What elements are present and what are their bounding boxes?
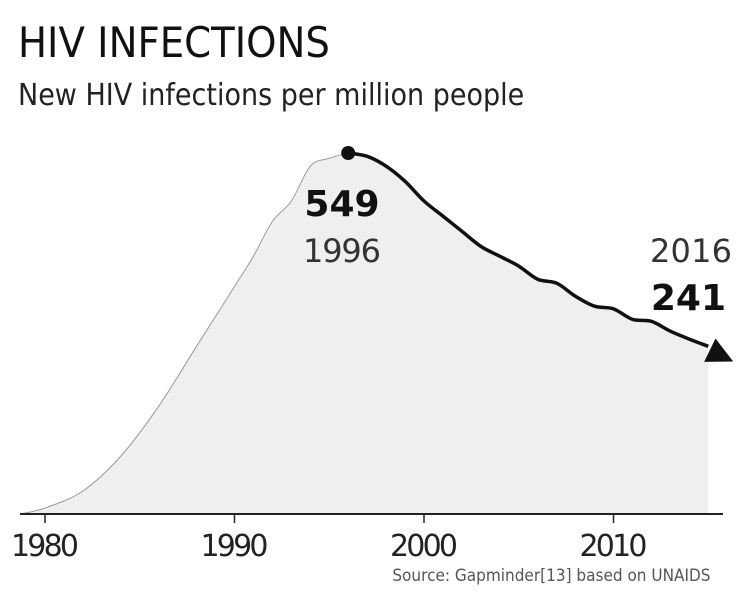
x-tick-label: 2000	[390, 529, 458, 564]
chart-subtitle: New HIV infections per million people	[18, 78, 525, 113]
peak-year-label: 1996	[303, 232, 381, 270]
x-tick-label: 2010	[580, 529, 648, 564]
peak-value-label: 549	[304, 184, 379, 225]
chart-title: HIV INFECTIONS	[18, 18, 330, 67]
series-line-early	[20, 152, 349, 515]
source-note: Source: Gapminder[13] based on UNAIDS	[391, 566, 710, 586]
end-value-label: 241	[651, 278, 726, 319]
x-axis: 1980 1990 2000 2010	[11, 513, 723, 564]
series-line-highlight	[347, 151, 709, 348]
area-fill	[20, 152, 709, 514]
x-tick-label: 1990	[201, 529, 269, 564]
arrow-head-icon	[704, 338, 734, 362]
peak-marker	[341, 146, 356, 160]
x-tick-label: 1980	[11, 529, 79, 564]
end-year-label: 2016	[650, 232, 732, 270]
